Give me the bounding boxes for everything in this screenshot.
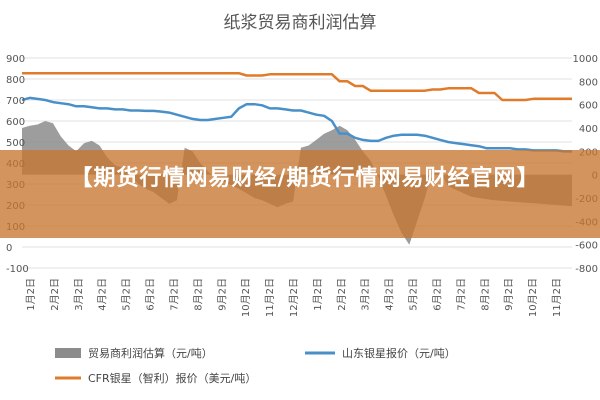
x-tick-label: 9月2日 bbox=[503, 278, 515, 311]
x-tick-label: 2月2日 bbox=[336, 278, 348, 311]
x-tick-label: 5月2日 bbox=[121, 278, 133, 311]
x-tick-label: 3月2日 bbox=[360, 278, 372, 311]
legend-line1-label: 山东银星报价（元/吨） bbox=[342, 346, 456, 360]
legend-area-swatch bbox=[55, 348, 81, 358]
legend: 贸易商利润估算（元/吨） 山东银星报价（元/吨） CFR银星（智利）报价（美元/… bbox=[55, 346, 456, 385]
x-tick-label: 1月2日 bbox=[312, 278, 324, 311]
x-tick-label: 6月2日 bbox=[431, 278, 443, 311]
left-tick-label: 500 bbox=[6, 138, 25, 149]
right-tick-label: 800 bbox=[579, 77, 598, 88]
x-tick-label: 2月2日 bbox=[49, 278, 61, 311]
x-tick-label: 5月2日 bbox=[408, 278, 420, 311]
x-tick-label: 11月2日 bbox=[551, 278, 563, 317]
chart-title: 纸浆贸易商利润估算 bbox=[224, 13, 377, 33]
left-tick-label: 700 bbox=[6, 96, 25, 107]
left-tick-label: 0 bbox=[6, 243, 12, 254]
x-tick-label: 11月2日 bbox=[264, 278, 276, 317]
x-tick-label: 1月2日 bbox=[25, 278, 37, 311]
line-series-layer bbox=[21, 71, 572, 153]
left-tick-label: 800 bbox=[6, 75, 25, 86]
watermark-banner-text: 【期货行情网易财经/期货行情网易财经官网】 bbox=[70, 166, 540, 191]
x-tick-label: 8月2日 bbox=[192, 278, 204, 311]
x-tick-label: 10月2日 bbox=[240, 278, 252, 317]
line-series bbox=[21, 96, 572, 153]
x-tick-label: 4月2日 bbox=[97, 278, 109, 311]
x-tick-label: 6月2日 bbox=[145, 278, 157, 311]
x-tick-label: 12月2日 bbox=[288, 278, 300, 317]
line-series bbox=[22, 71, 572, 102]
right-tick-label: -800 bbox=[575, 264, 598, 275]
right-tick-label: 400 bbox=[579, 124, 598, 135]
right-tick-label: 1000 bbox=[573, 54, 598, 65]
x-tick-label: 8月2日 bbox=[479, 278, 491, 311]
right-tick-label: -600 bbox=[575, 241, 598, 252]
x-axis-ticks: 1月2日 2月2日 3月2日 4月2日 5月2日 6月2日 7月2日 8月2日 9月2日 10月2… bbox=[25, 278, 563, 317]
x-tick-label: 7月2日 bbox=[168, 278, 180, 311]
x-tick-label: 10月2日 bbox=[527, 278, 539, 317]
x-tick-label: 3月2日 bbox=[73, 278, 85, 311]
left-tick-label: -100 bbox=[6, 264, 29, 275]
x-tick-label: 9月2日 bbox=[216, 278, 228, 311]
legend-line2-label: CFR银星（智利）报价（美元/吨） bbox=[88, 371, 256, 385]
x-tick-label: 4月2日 bbox=[384, 278, 396, 311]
right-tick-label: 600 bbox=[579, 101, 598, 112]
left-tick-label: 900 bbox=[6, 54, 25, 65]
x-tick-label: 7月2日 bbox=[455, 278, 467, 311]
legend-area-label: 贸易商利润估算（元/吨） bbox=[88, 346, 213, 360]
left-tick-label: 600 bbox=[6, 117, 25, 128]
watermark-banner bbox=[0, 150, 600, 238]
